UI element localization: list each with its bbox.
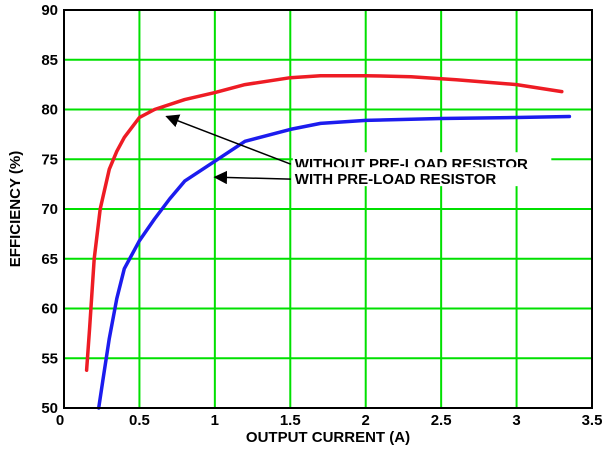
y-tick-label: 85 [41, 52, 58, 69]
annotation-label-bg [292, 167, 522, 187]
tick-labels: 0 0.5 1 1.5 2 2.5 3 3.5 50 55 60 65 70 75 80 85 90 [41, 2, 602, 429]
y-tick-label: 60 [41, 301, 58, 318]
y-tick-label: 70 [41, 201, 58, 218]
x-tick-label: 1.5 [280, 412, 301, 429]
y-tick-label: 80 [41, 102, 58, 119]
annotation-label: WITH PRE-LOAD RESISTOR [295, 171, 497, 188]
y-axis-label: EFFICIENCY (%) [7, 151, 24, 267]
series-line-0 [84, 73, 564, 372]
series-line-1 [96, 114, 572, 410]
y-tick-label: 50 [41, 400, 58, 417]
x-tick-label: 2.5 [431, 412, 452, 429]
y-tick-label: 90 [41, 2, 58, 19]
x-tick-label: 1 [211, 412, 219, 429]
y-tick-label: 65 [41, 251, 58, 268]
x-tick-label: 0.5 [129, 412, 150, 429]
grid [64, 10, 592, 408]
y-tick-label: 55 [41, 350, 58, 367]
x-tick-label: 0 [56, 412, 64, 429]
x-axis-label: OUTPUT CURRENT (A) [246, 429, 410, 446]
annotation-arrow [213, 170, 291, 185]
series [84, 73, 572, 410]
x-tick-label: 2 [362, 412, 370, 429]
annotation-arrow [165, 114, 292, 165]
annotation-label-bg [292, 152, 552, 172]
x-tick-label: 3.5 [582, 412, 603, 429]
plot-frame [63, 9, 593, 409]
y-tick-label: 75 [41, 151, 58, 168]
x-tick-label: 3 [512, 412, 520, 429]
